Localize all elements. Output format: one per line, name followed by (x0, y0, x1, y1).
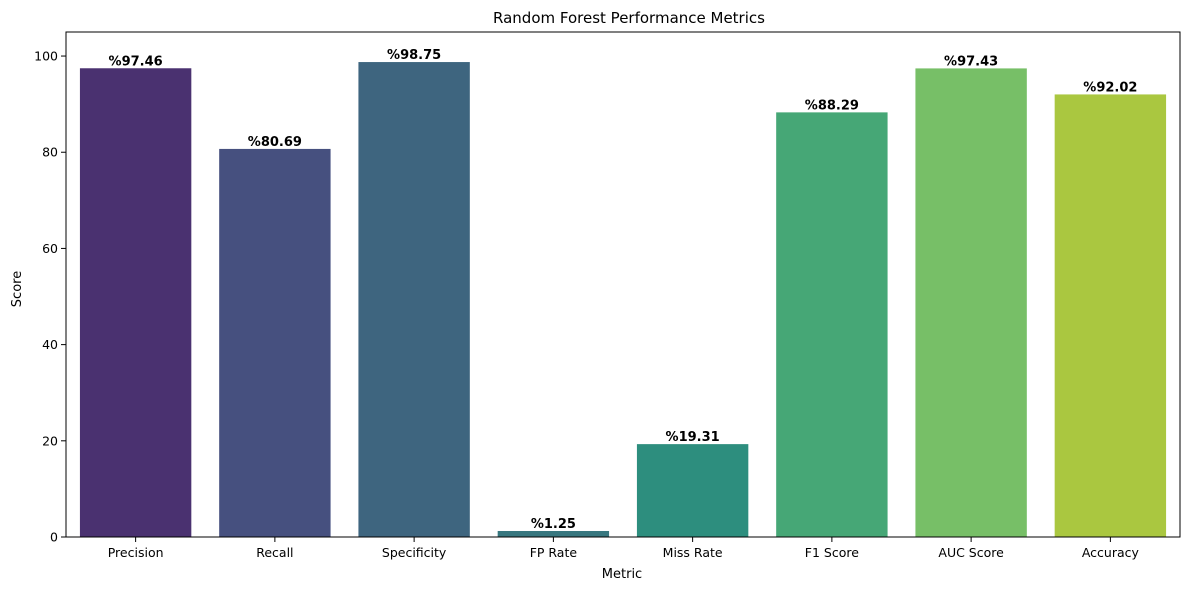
bar-miss-rate (636, 444, 749, 537)
data-label: %88.29 (805, 98, 859, 113)
data-label: %92.02 (1083, 80, 1137, 95)
data-label: %98.75 (387, 48, 441, 63)
x-axis-label: Metric (602, 567, 642, 582)
bar-fp-rate (497, 530, 610, 537)
bar-auc-score (915, 68, 1027, 538)
y-axis-label: Score (10, 271, 25, 307)
bar-precision (79, 68, 192, 538)
bar-recall (219, 148, 331, 537)
x-tick-label: Recall (256, 545, 293, 560)
y-axis: 0 20 40 60 80 100 (34, 49, 66, 545)
y-tick-label: 40 (42, 337, 58, 352)
plot-area: %97.46 %80.69 %98.75 %1.25 %19.31 %88.29 %97.4… (79, 48, 1167, 538)
y-tick-label: 80 (42, 145, 58, 160)
x-tick-label: Miss Rate (663, 545, 723, 560)
x-axis: Precision Recall Specificity FP Rate Miss Ra… (108, 537, 1140, 560)
bar-f1-score (776, 112, 888, 538)
data-label: %97.43 (944, 54, 998, 69)
y-tick-label: 20 (42, 433, 58, 448)
x-tick-label: F1 Score (805, 545, 859, 560)
y-tick-label: 0 (50, 530, 58, 545)
x-tick-label: AUC Score (938, 545, 1004, 560)
data-label: %97.46 (109, 54, 163, 69)
y-tick-label: 100 (34, 49, 58, 64)
y-tick-label: 60 (42, 241, 58, 256)
x-tick-label: Accuracy (1082, 545, 1140, 560)
bar-specificity (358, 62, 470, 538)
bar-accuracy (1054, 94, 1167, 538)
x-tick-label: Specificity (382, 545, 447, 560)
data-label: %80.69 (248, 135, 302, 150)
data-label: %19.31 (666, 430, 720, 445)
x-tick-label: Precision (108, 545, 164, 560)
x-tick-label: FP Rate (530, 545, 578, 560)
chart-title: Random Forest Performance Metrics (493, 9, 765, 27)
data-label: %1.25 (531, 517, 576, 532)
plot-frame (65, 31, 1181, 538)
